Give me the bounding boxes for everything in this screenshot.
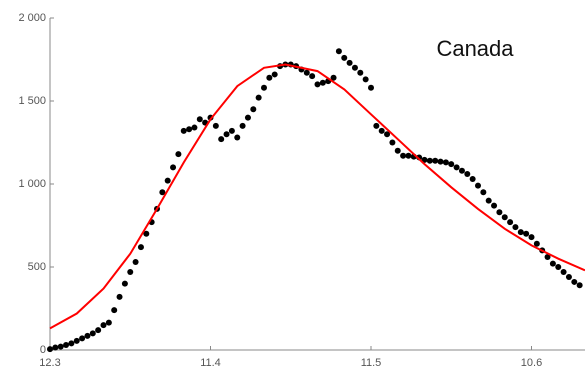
data-point: [132, 259, 139, 266]
data-point: [218, 136, 225, 143]
data-point: [261, 84, 267, 91]
data-point: [544, 254, 551, 261]
data-point: [565, 273, 572, 280]
data-point: [480, 189, 487, 196]
y-tick-label: 0: [40, 344, 46, 356]
data-point: [335, 48, 342, 55]
data-point: [378, 127, 385, 134]
y-tick-label: 1 500: [18, 95, 46, 107]
data-point: [501, 214, 508, 221]
data-point: [111, 307, 118, 314]
data-point: [223, 131, 230, 138]
annotation: Canada: [436, 36, 514, 61]
data-point: [485, 197, 492, 204]
data-point: [95, 327, 102, 334]
data-point: [266, 74, 273, 81]
data-point: [523, 230, 530, 237]
data-point: [517, 229, 524, 236]
data-point: [469, 176, 476, 183]
data-point: [341, 54, 348, 61]
data-point: [453, 164, 460, 171]
data-point: [464, 171, 471, 178]
data-point: [384, 131, 391, 138]
data-point: [357, 69, 364, 76]
x-tick-label: 12.3: [39, 357, 60, 369]
data-point: [560, 268, 567, 275]
data-point: [228, 127, 235, 134]
data-point: [271, 71, 278, 78]
data-point: [389, 139, 396, 146]
data-point: [73, 337, 80, 344]
data-point: [362, 76, 369, 83]
data-point: [79, 335, 86, 342]
data-point: [400, 152, 407, 159]
data-point: [432, 157, 439, 164]
data-point: [394, 147, 401, 154]
data-point: [175, 151, 182, 158]
data-point: [426, 157, 433, 164]
data-point: [458, 167, 465, 174]
data-point: [105, 319, 112, 326]
data-point: [351, 64, 358, 71]
data-point: [491, 202, 498, 209]
data-point: [437, 158, 444, 165]
data-point: [100, 322, 107, 329]
data-point: [191, 124, 198, 131]
data-point: [180, 127, 187, 134]
data-point: [512, 224, 519, 231]
data-point: [528, 234, 535, 241]
x-tick-label: 11.5: [361, 357, 382, 369]
data-point: [121, 280, 128, 287]
data-point: [373, 122, 380, 129]
data-point: [47, 346, 53, 353]
data-point: [442, 159, 449, 166]
data-point: [89, 330, 96, 337]
x-tick-label: 10.6: [521, 357, 542, 369]
data-point: [250, 106, 257, 113]
data-point: [116, 293, 123, 300]
y-tick-label: 1 000: [18, 178, 46, 190]
data-point: [330, 74, 337, 81]
data-point: [234, 134, 241, 141]
data-point: [239, 122, 246, 129]
data-point: [496, 209, 503, 216]
data-point: [196, 116, 203, 123]
data-point: [576, 282, 583, 289]
data-point: [571, 278, 578, 285]
data-point: [164, 177, 171, 184]
data-point: [63, 342, 70, 349]
data-point: [303, 69, 310, 76]
x-tick-label: 11.4: [200, 357, 221, 369]
data-point: [57, 343, 64, 350]
data-point: [143, 230, 150, 237]
data-point: [405, 152, 412, 159]
data-point: [255, 94, 262, 101]
data-point: [555, 264, 562, 270]
data-point: [533, 240, 540, 247]
data-point: [170, 164, 177, 171]
data-point: [475, 182, 481, 189]
data-point: [314, 81, 321, 88]
data-point: [159, 189, 166, 196]
data-point: [549, 260, 556, 267]
y-tick-label: 500: [28, 261, 46, 273]
data-point: [84, 332, 91, 339]
data-point: [244, 114, 251, 121]
data-point: [186, 126, 193, 133]
data-point: [309, 73, 316, 80]
data-point: [346, 59, 353, 66]
data-point: [507, 219, 514, 226]
data-point: [127, 268, 134, 275]
fit-line: [49, 63, 585, 330]
data-point: [368, 84, 374, 91]
data-point: [212, 122, 219, 129]
data-point: [52, 344, 59, 351]
data-point: [448, 161, 455, 168]
data-point: [137, 244, 144, 251]
data-point: [68, 340, 75, 347]
y-tick-label: 2 000: [18, 12, 46, 24]
data-point: [319, 79, 326, 86]
